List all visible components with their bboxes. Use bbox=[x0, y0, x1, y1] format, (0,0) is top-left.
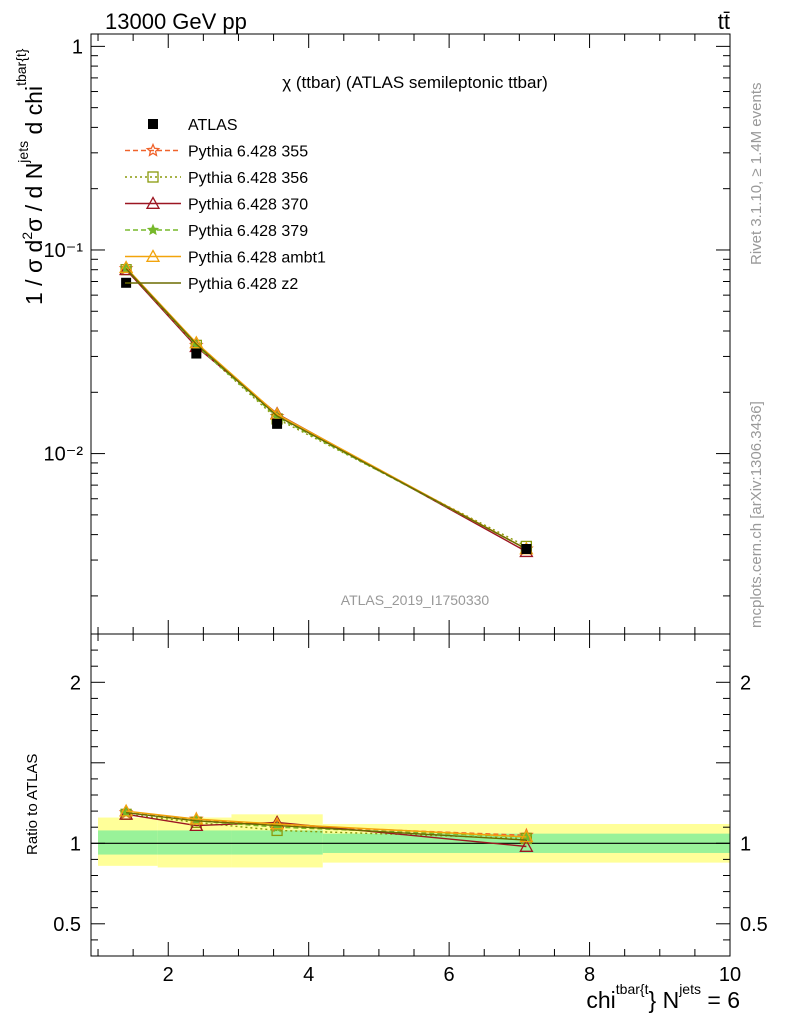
stat-uncertainty-band bbox=[98, 830, 158, 855]
main-y-tick-label: 10⁻² bbox=[44, 444, 84, 466]
main-y-axis-label: 1 / σ d2σ / d Njets d chitbar{t} bbox=[13, 48, 47, 305]
ratio-y-axis-label: Ratio to ATLAS bbox=[24, 754, 41, 855]
ratio-y-tick-label-right: 1 bbox=[740, 833, 751, 855]
series-marker bbox=[145, 196, 161, 209]
series-line bbox=[125, 269, 527, 553]
x-tick-label: 2 bbox=[163, 964, 174, 986]
svg-text:1 / σ d2σ / d Njets d chitbar{: 1 / σ d2σ / d Njets d chitbar{t} bbox=[13, 48, 47, 305]
legend-label: Pythia 6.428 355 bbox=[188, 144, 308, 161]
ratio-y-axis: 2 2 1 1 0.5 0.5 bbox=[53, 633, 768, 957]
x-tick-label: 6 bbox=[444, 964, 455, 986]
rivet-version-label: Rivet 3.1.10, ≥ 1.4M events bbox=[748, 83, 765, 266]
legend-label: Pythia 6.428 370 bbox=[188, 197, 308, 214]
stat-uncertainty-band bbox=[231, 830, 323, 855]
series-marker bbox=[119, 803, 134, 817]
ratio-y-tick-label-right: 0.5 bbox=[740, 914, 768, 936]
ratio-y-tick-label: 0.5 bbox=[53, 914, 81, 936]
main-y-tick-label: 10⁻¹ bbox=[44, 240, 84, 262]
series-marker bbox=[519, 839, 534, 852]
ratio-series-line bbox=[126, 810, 527, 838]
series-marker bbox=[145, 142, 161, 157]
analysis-label: ATLAS_2019_I1750330 bbox=[341, 592, 490, 608]
series-line bbox=[125, 269, 527, 548]
data-point bbox=[521, 543, 532, 554]
ratio-frame bbox=[90, 633, 731, 957]
legend-label: Pythia 6.428 379 bbox=[188, 223, 308, 240]
series-marker bbox=[119, 260, 134, 273]
series-marker bbox=[269, 816, 285, 830]
mcplots-label: mcplots.cern.ch [arXiv:1306.3436] bbox=[748, 401, 765, 628]
ratio-x-axis: 2 4 6 8 10 bbox=[97, 634, 741, 986]
series-line bbox=[125, 268, 527, 550]
legend-marker-atlas bbox=[148, 119, 158, 129]
series-marker bbox=[189, 335, 204, 349]
x-axis-label: chitbar{t} Njets = 6 bbox=[586, 981, 740, 1013]
main-x-axis bbox=[97, 34, 731, 634]
stat-uncertainty-band bbox=[157, 830, 232, 855]
x-tick-label: 8 bbox=[584, 964, 595, 986]
atlas-data-points bbox=[121, 277, 532, 554]
ratio-y-tick-label: 1 bbox=[70, 833, 81, 855]
uncertainty-bands bbox=[91, 814, 730, 868]
legend-label: Pythia 6.428 ambt1 bbox=[188, 250, 326, 267]
ratio-y-tick-label-right: 2 bbox=[740, 672, 751, 694]
data-point bbox=[272, 418, 283, 429]
data-point bbox=[191, 348, 202, 359]
energy-label: 13000 GeV pp bbox=[105, 9, 247, 34]
legend: ATLAS Pythia 6.428 355 Pythia 6.428 356 Pyt… bbox=[125, 117, 326, 293]
legend-label: Pythia 6.428 z2 bbox=[188, 276, 298, 293]
series-line bbox=[125, 268, 527, 550]
main-y-axis: 1 10⁻¹ 10⁻² bbox=[44, 36, 730, 597]
ratio-series-line bbox=[125, 813, 527, 848]
series-marker bbox=[146, 223, 160, 236]
ratio-panel: 2 2 1 1 0.5 0.5 2 4 6 8 10 Ratio to ATLAS chitbar… bbox=[24, 633, 768, 1013]
ratio-y-tick-label: 2 bbox=[70, 672, 81, 694]
series-line bbox=[125, 267, 527, 550]
ratio-curves bbox=[118, 803, 534, 852]
legend-label: Pythia 6.428 356 bbox=[188, 170, 308, 187]
main-curves bbox=[118, 260, 534, 558]
main-y-tick-label: 1 bbox=[72, 36, 83, 58]
process-label: tt̄ bbox=[718, 9, 730, 34]
x-tick-label: 10 bbox=[719, 964, 741, 986]
series-marker bbox=[145, 249, 161, 262]
series-marker bbox=[519, 829, 534, 843]
series-marker bbox=[147, 171, 159, 183]
series-line bbox=[125, 268, 527, 550]
legend-label: ATLAS bbox=[188, 117, 238, 134]
ratio-series-line bbox=[126, 812, 527, 841]
x-tick-label: 4 bbox=[303, 964, 314, 986]
main-panel: 1 10⁻¹ 10⁻² χ (ttbar) (ATLAS semileptonic … bbox=[13, 33, 731, 635]
svg-text:chitbar{t} Njets = 6: chitbar{t} Njets = 6 bbox=[586, 981, 740, 1013]
series-marker bbox=[189, 811, 204, 825]
main-chart-title: χ (ttbar) (ATLAS semileptonic ttbar) bbox=[282, 73, 548, 92]
